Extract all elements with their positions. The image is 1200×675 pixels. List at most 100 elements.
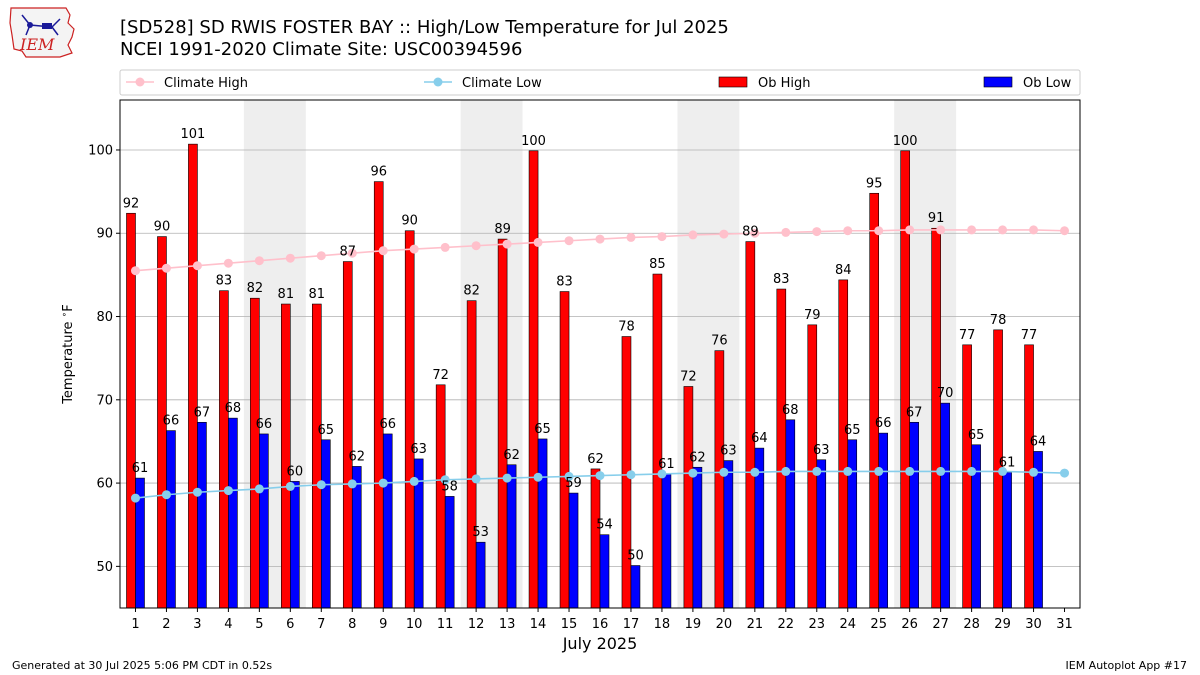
climate-high-point — [254, 256, 264, 266]
climate-high-point — [564, 236, 574, 246]
ob-high-label: 90 — [154, 220, 171, 235]
ob-low-label: 67 — [906, 405, 923, 420]
climate-low-point — [719, 467, 729, 477]
ob-high-label: 91 — [928, 211, 945, 226]
ob-high-bar — [590, 468, 601, 609]
climate-high-point — [719, 229, 729, 239]
ob-low-bar — [197, 421, 207, 609]
ob-high-label: 72 — [432, 368, 449, 383]
ob-high-label: 100 — [893, 134, 918, 149]
climate-high-point — [347, 248, 357, 258]
x-tick-label: 11 — [437, 617, 454, 632]
x-tick-label: 1 — [131, 617, 139, 632]
ob-low-bar — [878, 432, 889, 609]
x-tick-label: 31 — [1056, 617, 1073, 632]
ob-high-bar — [745, 241, 756, 609]
ob-low-bar — [785, 419, 796, 609]
legend-climate-low-marker — [433, 77, 443, 87]
x-tick-label: 10 — [406, 617, 423, 632]
svg-text:IEM: IEM — [19, 35, 55, 54]
ob-low-label: 66 — [379, 417, 396, 432]
climate-high-point — [750, 228, 760, 238]
x-tick-label: 26 — [901, 617, 918, 632]
y-tick-label: 60 — [96, 477, 113, 492]
x-tick-label: 24 — [839, 617, 856, 632]
ob-high-label: 76 — [711, 334, 728, 349]
y-tick-label: 100 — [88, 143, 113, 158]
climate-low-point — [595, 471, 605, 481]
climate-low-point — [936, 466, 946, 476]
ob-high-label: 82 — [463, 284, 480, 299]
ob-low-label: 58 — [441, 479, 458, 494]
ob-high-label: 92 — [123, 196, 140, 211]
ob-low-label: 63 — [410, 442, 427, 457]
ob-low-label: 61 — [658, 457, 675, 472]
ob-high-bar — [342, 261, 353, 609]
ob-low-bar — [940, 402, 950, 609]
legend-box — [119, 69, 1081, 96]
x-tick-label: 5 — [255, 617, 263, 632]
x-tick-label: 8 — [348, 617, 356, 632]
ob-high-bar — [652, 273, 663, 609]
ob-high-label: 85 — [649, 257, 666, 272]
climate-high-point — [1029, 225, 1039, 235]
ob-low-label: 59 — [565, 476, 582, 491]
climate-low-point — [347, 479, 357, 489]
x-tick-label: 20 — [716, 617, 733, 632]
climate-low-point — [843, 466, 853, 476]
ob-low-label: 65 — [968, 428, 985, 443]
ob-high-bar — [807, 324, 818, 609]
ob-high-label: 81 — [309, 287, 326, 302]
ob-low-bar — [1002, 471, 1012, 609]
climate-low-point — [192, 487, 202, 497]
x-tick-label: 30 — [1025, 617, 1042, 632]
ob-low-label: 64 — [751, 431, 768, 446]
climate-high-point — [657, 232, 667, 242]
ob-low-bar — [506, 464, 517, 609]
ob-high-label: 79 — [804, 308, 821, 323]
ob-low-bar — [909, 421, 919, 609]
ob-high-label: 96 — [370, 165, 387, 180]
x-tick-label: 12 — [468, 617, 485, 632]
x-tick-label: 15 — [561, 617, 578, 632]
climate-low-point — [223, 486, 233, 496]
climate-high-point — [378, 246, 388, 256]
climate-high-point — [998, 225, 1008, 235]
legend-ob-low-swatch — [983, 76, 1013, 88]
ob-high-bar — [497, 238, 508, 609]
climate-low-point — [285, 481, 295, 491]
ob-low-bar — [537, 438, 548, 609]
climate-low-point — [967, 466, 977, 476]
ob-high-label: 72 — [680, 369, 697, 384]
ob-low-label: 68 — [225, 401, 242, 416]
x-tick-label: 27 — [932, 617, 949, 632]
x-tick-label: 19 — [685, 617, 702, 632]
ob-high-label: 83 — [216, 274, 233, 289]
climate-low-point — [502, 473, 512, 483]
climate-high-point — [967, 225, 977, 235]
ob-low-label: 62 — [348, 449, 365, 464]
climate-low-point — [874, 466, 884, 476]
climate-high-point — [688, 230, 698, 240]
ob-high-bar — [900, 150, 910, 609]
x-tick-label: 21 — [747, 617, 764, 632]
ob-high-label: 90 — [401, 214, 418, 229]
climate-high-point — [936, 225, 946, 235]
y-axis-label: Temperature ∘F — [60, 304, 76, 405]
climate-high-point — [409, 244, 419, 254]
climate-low-point — [161, 490, 171, 500]
climate-low-point — [533, 472, 543, 482]
ob-low-label: 67 — [194, 405, 211, 420]
x-tick-label: 13 — [499, 617, 516, 632]
legend-climate-low-label: Climate Low — [462, 76, 542, 91]
climate-low-point — [409, 476, 419, 486]
ob-low-label: 65 — [844, 423, 861, 438]
climate-high-point — [533, 237, 543, 247]
x-tick-label: 7 — [317, 617, 325, 632]
ob-high-label: 83 — [556, 275, 573, 290]
x-tick-label: 9 — [379, 617, 387, 632]
ob-low-label: 62 — [689, 450, 706, 465]
ob-high-bar — [869, 192, 880, 609]
climate-high-point — [1060, 226, 1070, 236]
x-axis-label: July 2025 — [562, 634, 638, 653]
